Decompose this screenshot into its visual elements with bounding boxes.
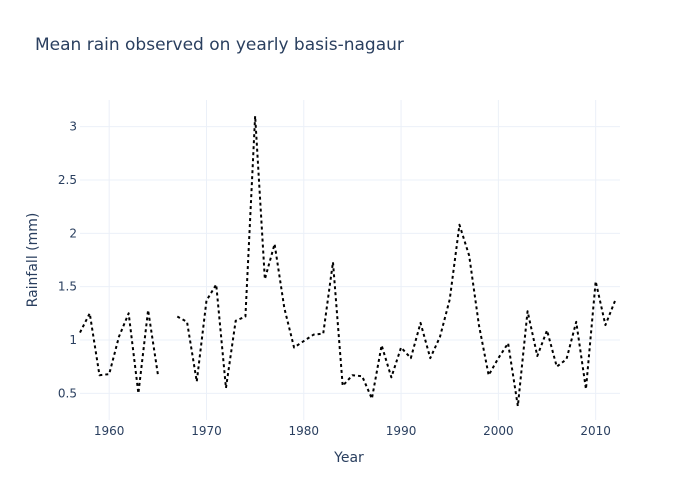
x-gridlines (108, 100, 597, 420)
series-line-segment (176, 115, 617, 408)
y-tick-label: 2.5 (58, 173, 77, 187)
y-tick-label: 2 (69, 226, 77, 240)
y-tick-label: 1.5 (58, 280, 77, 294)
y-tick-label: 1 (69, 333, 77, 347)
y-axis-title: Rainfall (mm) (25, 213, 41, 308)
x-tick-label: 1980 (289, 424, 320, 438)
x-axis-ticks: 1960 1970 1980 1990 2000 2010 (94, 424, 611, 438)
chart-title: Mean rain observed on yearly basis-nagau… (35, 35, 404, 55)
y-axis-ticks: 0.5 1 1.5 2 2.5 3 (58, 120, 77, 401)
x-tick-label: 1990 (386, 424, 417, 438)
y-tick-label: 3 (69, 120, 77, 134)
x-tick-label: 2010 (580, 424, 611, 438)
x-tick-label: 2000 (483, 424, 514, 438)
series-group (79, 115, 617, 408)
y-tick-label: 0.5 (58, 386, 77, 400)
plot-area (79, 115, 617, 408)
x-tick-label: 1970 (191, 424, 222, 438)
series-line-segment (79, 309, 159, 395)
x-tick-label: 1960 (94, 424, 125, 438)
y-gridlines (80, 126, 620, 394)
x-axis-title: Year (333, 450, 364, 466)
